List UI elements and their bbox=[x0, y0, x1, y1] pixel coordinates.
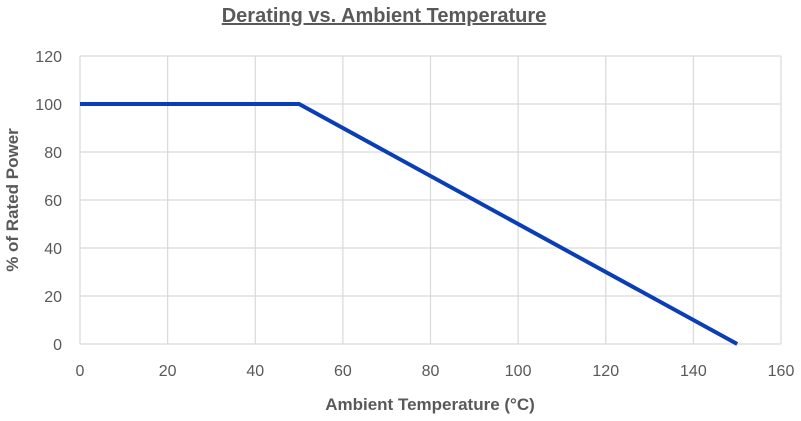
x-tick-label: 20 bbox=[159, 363, 177, 380]
x-tick-label: 80 bbox=[422, 363, 440, 380]
y-tick-label: 80 bbox=[44, 145, 62, 162]
y-tick-label: 120 bbox=[35, 49, 62, 66]
x-tick-label: 140 bbox=[680, 363, 707, 380]
tick-labels: 0 20 40 60 80 100 120 140 160 0 20 40 60 80 100 120 bbox=[35, 49, 794, 380]
x-tick-label: 120 bbox=[592, 363, 619, 380]
series-line-1 bbox=[80, 102, 739, 346]
chart-title: Derating vs. Ambient Temperature bbox=[222, 5, 547, 27]
x-axis-label: Ambient Temperature (°C) bbox=[325, 395, 535, 414]
y-tick-label: 40 bbox=[44, 241, 62, 258]
series-layer bbox=[80, 102, 739, 346]
y-tick-label: 60 bbox=[44, 193, 62, 210]
x-tick-label: 60 bbox=[334, 363, 352, 380]
y-axis-label: % of Rated Power bbox=[3, 128, 22, 272]
y-tick-label: 20 bbox=[44, 289, 62, 306]
x-tick-label: 40 bbox=[246, 363, 264, 380]
y-tick-label: 0 bbox=[53, 337, 62, 354]
y-tick-label: 100 bbox=[35, 97, 62, 114]
x-tick-label: 160 bbox=[768, 363, 795, 380]
x-tick-label: 0 bbox=[76, 363, 85, 380]
grid bbox=[79, 55, 782, 345]
x-tick-label: 100 bbox=[505, 363, 532, 380]
